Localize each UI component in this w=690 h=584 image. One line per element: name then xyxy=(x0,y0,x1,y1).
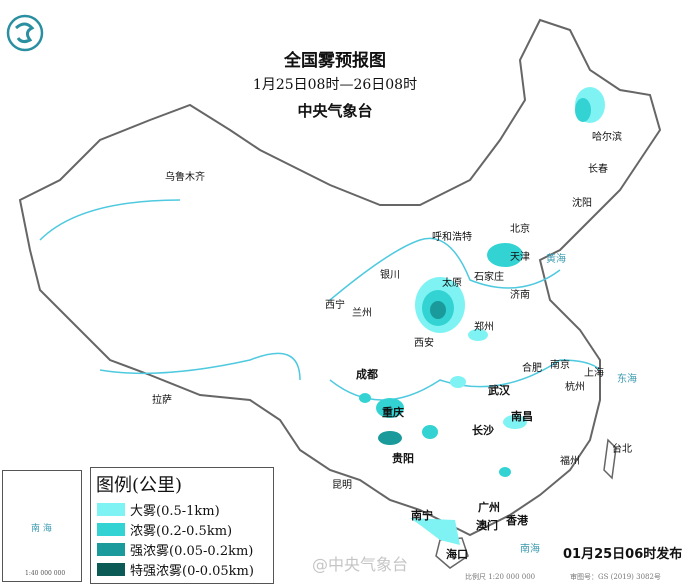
city-label: 福州 xyxy=(560,456,580,467)
city-label: 海口 xyxy=(446,548,468,561)
legend-item: 强浓雾(0.05-0.2km) xyxy=(97,539,273,559)
city-label: 台北 xyxy=(612,444,632,455)
city-label: 兰州 xyxy=(352,308,372,319)
city-label: 北京 xyxy=(510,224,530,235)
legend-label: 浓雾(0.2-0.5km) xyxy=(130,523,233,539)
legend-swatch xyxy=(97,502,125,516)
map-number: 审图号：GS (2019) 3082号 xyxy=(570,573,661,581)
city-label: 武汉 xyxy=(488,384,510,397)
city-label: 广州 xyxy=(478,501,500,514)
legend-swatch xyxy=(97,522,125,536)
fog-areas xyxy=(359,87,605,545)
city-label: 长春 xyxy=(588,164,608,175)
city-label: 沈阳 xyxy=(572,198,592,209)
city-label: 合肥 xyxy=(522,363,542,374)
city-label: 澳门 xyxy=(476,519,498,532)
sea-label: 南海 xyxy=(520,544,540,555)
legend: 图例(公里) 大雾(0.5-1km) 浓雾(0.2-0.5km) 强浓雾(0.0… xyxy=(90,467,274,584)
cma-logo xyxy=(6,14,44,52)
city-label: 杭州 xyxy=(565,382,585,393)
city-label: 重庆 xyxy=(382,406,404,419)
city-label: 贵阳 xyxy=(392,452,414,465)
legend-item: 浓雾(0.2-0.5km) xyxy=(97,519,273,539)
legend-label: 强浓雾(0.05-0.2km) xyxy=(130,543,254,559)
watermark: @中央气象台 xyxy=(312,555,409,574)
legend-title: 图例(公里) xyxy=(96,475,183,496)
city-label: 太原 xyxy=(442,278,462,289)
inset-scale: 1:40 000 000 xyxy=(25,570,66,577)
scale-text: 比例尺 1:20 000 000 xyxy=(465,573,536,581)
city-label: 香港 xyxy=(506,514,528,527)
city-label: 西宁 xyxy=(325,300,345,311)
forecast-period: 1月25日08时—26日08时 xyxy=(252,77,418,93)
city-label: 郑州 xyxy=(474,322,494,333)
city-label: 成都 xyxy=(356,368,378,381)
publish-time: 01月25日06时发布 xyxy=(563,547,683,562)
sea-label: 东海 xyxy=(617,374,637,385)
city-label: 昆明 xyxy=(332,480,352,491)
legend-label: 特强浓雾(0-0.05km) xyxy=(130,563,254,579)
city-label: 济南 xyxy=(510,290,530,301)
legend-label: 大雾(0.5-1km) xyxy=(130,503,220,519)
south-china-sea-inset: 南 海 1:40 000 000 xyxy=(2,470,82,582)
city-label: 乌鲁木齐 xyxy=(165,172,205,183)
city-label: 长沙 xyxy=(472,424,494,437)
city-label: 南京 xyxy=(550,360,570,371)
rivers xyxy=(39,199,601,401)
city-label: 哈尔滨 xyxy=(592,132,622,143)
city-label: 银川 xyxy=(380,270,400,281)
map-title: 全国雾预报图 xyxy=(284,51,386,71)
city-label: 天津 xyxy=(510,252,530,263)
city-label: 石家庄 xyxy=(474,272,504,283)
city-label: 上海 xyxy=(584,368,604,379)
city-label: 呼和浩特 xyxy=(432,232,472,243)
sea-label: 黄海 xyxy=(546,254,566,265)
legend-item: 大雾(0.5-1km) xyxy=(97,499,273,519)
city-label: 南宁 xyxy=(411,509,433,522)
inset-sea-label: 南 海 xyxy=(31,524,52,534)
taiwan xyxy=(603,438,617,480)
city-label: 南昌 xyxy=(511,410,533,423)
legend-item: 特强浓雾(0-0.05km) xyxy=(97,559,273,579)
china-border xyxy=(18,18,662,537)
city-label: 拉萨 xyxy=(152,395,172,406)
issuer: 中央气象台 xyxy=(297,102,373,120)
legend-swatch xyxy=(97,542,125,556)
legend-swatch xyxy=(97,562,125,576)
city-label: 西安 xyxy=(414,338,434,349)
